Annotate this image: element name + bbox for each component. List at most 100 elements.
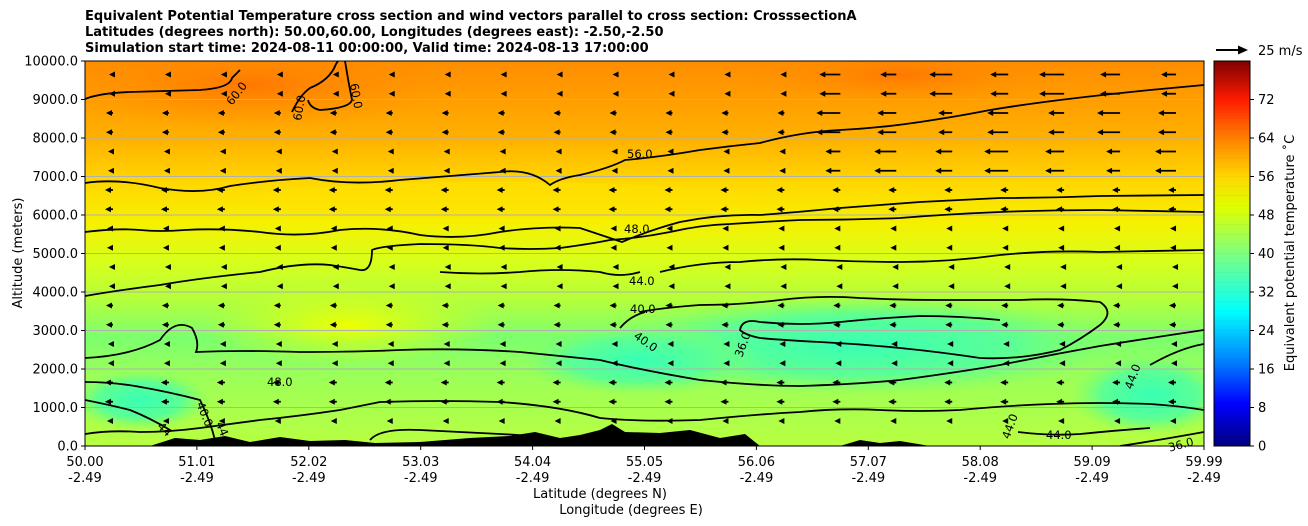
wind-vector-arrow	[892, 283, 899, 290]
wind-vector-arrow	[946, 225, 953, 232]
wind-vector-arrow	[329, 109, 336, 116]
wind-vector-arrow	[667, 340, 674, 347]
colorbar-tick-label: 56	[1258, 170, 1275, 185]
wind-vector-arrow	[1045, 167, 1052, 174]
contour-label: 60.0	[290, 94, 308, 122]
wind-vector-arrow	[722, 244, 729, 251]
x-tick-label-lat: 59.99	[1185, 455, 1222, 470]
wind-vector-arrow	[668, 71, 675, 78]
x-tick-label-lon: -2.49	[292, 471, 326, 486]
wind-vector-arrow	[776, 379, 783, 386]
wind-vector-arrow	[498, 417, 505, 424]
wind-vector-arrow	[1002, 244, 1009, 251]
wind-vector-arrow	[1113, 321, 1120, 328]
wind-vector-arrow	[220, 71, 227, 78]
wind-vector-arrow	[984, 167, 991, 174]
wind-vector-arrow	[218, 244, 225, 251]
wind-vector-arrow	[500, 263, 507, 270]
wind-vector-arrow	[816, 129, 823, 136]
wind-vector-arrow	[720, 398, 727, 405]
wind-vector-arrow	[666, 225, 673, 232]
wind-vector-arrow	[724, 263, 731, 270]
wind-vector-arrow	[556, 90, 563, 97]
wind-vector-arrow	[330, 244, 337, 251]
wind-vector-arrow	[217, 129, 224, 136]
x-axis: 50.00-2.4951.01-2.4952.02-2.4953.03-2.49…	[66, 446, 1223, 486]
wind-vector-arrow	[1056, 379, 1063, 386]
colorbar-tick-label: 0	[1258, 440, 1266, 455]
wind-vector-arrow	[612, 71, 619, 78]
wind-vector-arrow	[946, 244, 953, 251]
wind-vector-arrow	[929, 90, 936, 97]
wind-vector-arrow	[935, 167, 942, 174]
wind-vector-arrow	[890, 225, 897, 232]
wind-vector-arrow	[1004, 263, 1011, 270]
wind-vector-arrow	[723, 148, 730, 155]
wind-vector-arrow	[889, 321, 896, 328]
wind-vector-arrow	[721, 109, 728, 116]
wind-vector-arrow	[723, 340, 730, 347]
wind-vector-arrow	[834, 225, 841, 232]
x-tick-label-lat: 50.00	[66, 455, 103, 470]
wind-vector-arrow	[498, 244, 505, 251]
wind-vector-arrow	[387, 148, 394, 155]
wind-vector-arrow	[442, 417, 449, 424]
wind-vector-arrow	[497, 129, 504, 136]
wind-vector-arrow	[1097, 129, 1104, 136]
wind-vector-arrow	[163, 360, 170, 367]
wind-vector-arrow	[219, 148, 226, 155]
wind-vector-arrow	[1158, 109, 1165, 116]
x-tick-label-lon: -2.49	[628, 471, 662, 486]
wind-vector-arrow	[944, 186, 951, 193]
wind-vector-arrow	[556, 263, 563, 270]
wind-vector-arrow	[384, 206, 391, 213]
wind-vector-arrow	[779, 148, 786, 155]
wind-vector-arrow	[444, 283, 451, 290]
wind-vector-arrow	[666, 417, 673, 424]
wind-vector-arrow	[1100, 71, 1107, 78]
wind-vector-arrow	[499, 167, 506, 174]
wind-vector-arrow	[612, 263, 619, 270]
wind-vector-arrow	[556, 71, 563, 78]
wind-vector-arrow	[668, 263, 675, 270]
wind-vector-arrow	[888, 186, 895, 193]
wind-vector-arrow	[104, 206, 111, 213]
wind-vector-arrow	[329, 129, 336, 136]
wind-vector-arrow	[328, 186, 335, 193]
wind-vector-arrow	[667, 360, 674, 367]
wind-vector-arrow	[990, 71, 997, 78]
wind-vector-arrow	[440, 206, 447, 213]
wind-vector-arrow	[609, 302, 616, 309]
wind-vector-arrow	[443, 360, 450, 367]
wind-vector-arrow	[1112, 186, 1119, 193]
wind-vector-arrow	[664, 186, 671, 193]
wind-vector-arrow	[385, 109, 392, 116]
wind-vector-arrow	[275, 360, 282, 367]
y-tick-label: 2000.0	[33, 363, 79, 378]
wind-vector-arrow	[609, 109, 616, 116]
wind-vector-arrow	[1112, 206, 1119, 213]
chart-title-line-2: Latitudes (degrees north): 50.00,60.00, …	[85, 25, 664, 40]
wind-vector-arrow	[385, 321, 392, 328]
wind-vector-arrow	[776, 186, 783, 193]
colorbar-tick-label: 16	[1258, 363, 1275, 378]
wind-vector-arrow	[1058, 225, 1065, 232]
wind-vector-arrow	[387, 360, 394, 367]
wind-vector-arrow	[777, 129, 784, 136]
wind-vector-arrow	[984, 148, 991, 155]
wind-vector-arrow	[1113, 302, 1120, 309]
y-tick-label: 6000.0	[33, 209, 79, 224]
wind-vector-arrow	[555, 167, 562, 174]
wind-vector-arrow	[609, 321, 616, 328]
wind-vector-arrow	[947, 360, 954, 367]
chart-title-line-1: Equivalent Potential Temperature cross s…	[85, 9, 857, 24]
wind-vector-arrow	[328, 398, 335, 405]
wind-vector-arrow	[777, 109, 784, 116]
wind-vector-arrow	[1060, 283, 1067, 290]
wind-vector-arrow	[388, 90, 395, 97]
wind-vector-arrow	[1114, 417, 1121, 424]
wind-vector-arrow	[107, 360, 114, 367]
wind-vector-arrow	[874, 148, 881, 155]
wind-vector-arrow	[667, 167, 674, 174]
wind-vector-arrow	[220, 263, 227, 270]
